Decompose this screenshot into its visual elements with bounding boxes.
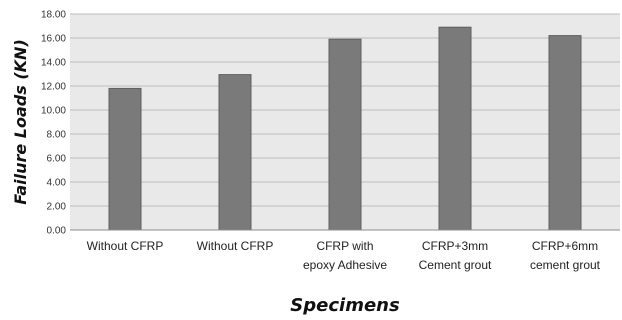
y-tick-label: 2.00 bbox=[47, 202, 67, 213]
y-tick-label: 0.00 bbox=[47, 226, 67, 237]
bar bbox=[438, 26, 472, 231]
x-category-label: cement grout bbox=[530, 258, 601, 272]
x-category-label: CFRP+6mm bbox=[532, 239, 598, 253]
y-tick-label: 14.00 bbox=[41, 58, 66, 69]
bar bbox=[548, 35, 582, 231]
x-category-label: CFRP+3mm bbox=[422, 239, 488, 253]
bars bbox=[108, 26, 582, 231]
y-axis-title: Failure Loads (KN) bbox=[11, 39, 30, 205]
x-category-label: Cement grout bbox=[419, 258, 492, 272]
x-category-label: Without CFRP bbox=[197, 239, 274, 253]
bar bbox=[218, 74, 252, 231]
y-tick-label: 4.00 bbox=[47, 178, 67, 189]
y-tick-label: 18.00 bbox=[41, 10, 66, 21]
y-tick-label: 8.00 bbox=[47, 130, 67, 141]
x-category-label: epoxy Adhesive bbox=[303, 258, 387, 272]
y-tick-label: 12.00 bbox=[41, 82, 66, 93]
x-category-label: Without CFRP bbox=[87, 239, 164, 253]
x-axis-category-labels: Without CFRP Without CFRP CFRP with epoxy A… bbox=[87, 239, 601, 272]
y-tick-label: 10.00 bbox=[41, 106, 66, 117]
y-tick-label: 16.00 bbox=[41, 34, 66, 45]
y-axis-ticks: 0.00 2.00 4.00 6.00 8.00 10.00 12.00 14.00 16.00… bbox=[41, 10, 66, 237]
y-tick-label: 6.00 bbox=[47, 154, 67, 165]
bar bbox=[328, 38, 362, 231]
bar bbox=[108, 87, 142, 231]
x-axis-title: Specimens bbox=[290, 295, 400, 316]
x-category-label: CFRP with bbox=[316, 239, 373, 253]
